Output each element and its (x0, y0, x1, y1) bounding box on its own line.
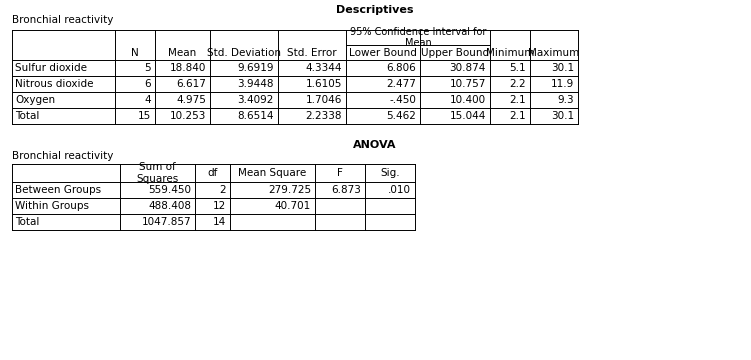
Text: Sig.: Sig. (380, 168, 400, 178)
Text: N: N (131, 48, 139, 58)
Text: Sum of
Squares: Sum of Squares (137, 162, 179, 184)
Text: Nitrous dioxide: Nitrous dioxide (15, 79, 94, 89)
Text: 1047.857: 1047.857 (141, 217, 191, 227)
Text: F: F (337, 168, 343, 178)
Text: Oxygen: Oxygen (15, 95, 55, 105)
Text: 9.3: 9.3 (557, 95, 574, 105)
Text: 8.6514: 8.6514 (237, 111, 274, 121)
Text: Mean: Mean (168, 48, 197, 58)
Text: 4.3344: 4.3344 (306, 63, 342, 73)
Text: 10.253: 10.253 (170, 111, 206, 121)
Text: ANOVA: ANOVA (353, 140, 397, 150)
Text: Sulfur dioxide: Sulfur dioxide (15, 63, 87, 73)
Text: 5.1: 5.1 (509, 63, 526, 73)
Text: 10.757: 10.757 (450, 79, 486, 89)
Text: 95% Confidence Interval for
Mean: 95% Confidence Interval for Mean (350, 27, 486, 48)
Text: Minimum: Minimum (486, 48, 534, 58)
Text: 9.6919: 9.6919 (237, 63, 274, 73)
Text: -.450: -.450 (389, 95, 416, 105)
Text: Descriptives: Descriptives (336, 5, 414, 15)
Text: 559.450: 559.450 (148, 185, 191, 195)
Text: Total: Total (15, 217, 39, 227)
Text: 2: 2 (219, 185, 226, 195)
Text: Mean Square: Mean Square (238, 168, 306, 178)
Text: 2.1: 2.1 (509, 95, 526, 105)
Text: 488.408: 488.408 (148, 201, 191, 211)
Text: 3.4092: 3.4092 (237, 95, 274, 105)
Text: Std. Deviation: Std. Deviation (207, 48, 281, 58)
Text: Between Groups: Between Groups (15, 185, 101, 195)
Text: Within Groups: Within Groups (15, 201, 89, 211)
Text: 6.873: 6.873 (331, 185, 361, 195)
Text: 2.477: 2.477 (386, 79, 416, 89)
Text: 6.806: 6.806 (386, 63, 416, 73)
Text: 2.1: 2.1 (509, 111, 526, 121)
Text: Bronchial reactivity: Bronchial reactivity (12, 15, 113, 25)
Text: Maximum: Maximum (529, 48, 580, 58)
Text: 14: 14 (213, 217, 226, 227)
Text: 18.840: 18.840 (170, 63, 206, 73)
Text: 40.701: 40.701 (275, 201, 311, 211)
Text: 4: 4 (144, 95, 151, 105)
Text: 10.400: 10.400 (450, 95, 486, 105)
Text: 2.2: 2.2 (509, 79, 526, 89)
Text: 30.1: 30.1 (551, 63, 574, 73)
Text: 15.044: 15.044 (450, 111, 486, 121)
Text: Total: Total (15, 111, 39, 121)
Text: 12: 12 (213, 201, 226, 211)
Text: 15: 15 (137, 111, 151, 121)
Text: 30.1: 30.1 (551, 111, 574, 121)
Text: .010: .010 (388, 185, 411, 195)
Text: 279.725: 279.725 (268, 185, 311, 195)
Text: df: df (207, 168, 218, 178)
Text: Std. Error: Std. Error (287, 48, 336, 58)
Text: 1.7046: 1.7046 (306, 95, 342, 105)
Text: Bronchial reactivity: Bronchial reactivity (12, 151, 113, 161)
Text: 6.617: 6.617 (176, 79, 206, 89)
Text: 6: 6 (144, 79, 151, 89)
Text: 4.975: 4.975 (176, 95, 206, 105)
Text: 11.9: 11.9 (550, 79, 574, 89)
Text: Lower Bound: Lower Bound (349, 48, 417, 58)
Text: 1.6105: 1.6105 (306, 79, 342, 89)
Text: 30.874: 30.874 (450, 63, 486, 73)
Text: 5.462: 5.462 (386, 111, 416, 121)
Text: Upper Bound: Upper Bound (421, 48, 489, 58)
Text: 5: 5 (144, 63, 151, 73)
Text: 2.2338: 2.2338 (306, 111, 342, 121)
Text: 3.9448: 3.9448 (237, 79, 274, 89)
